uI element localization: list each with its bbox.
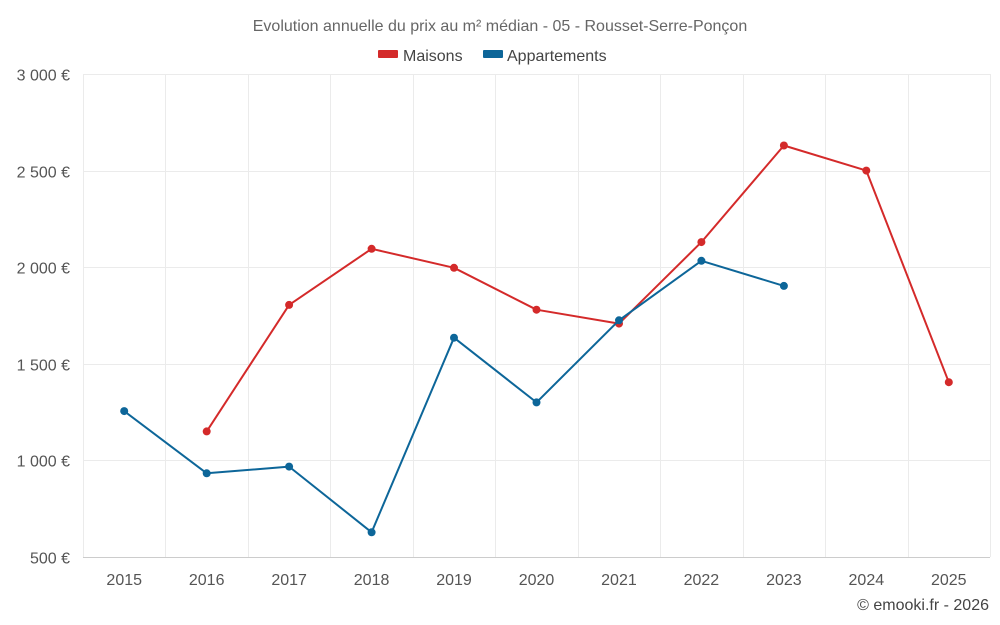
x-tick-label: 2016 — [189, 572, 225, 589]
y-axis-ticks: 500 € 1 000 € 1 500 € 2 000 € 2 500 € 3 000 € — [17, 68, 70, 568]
x-tick-label: 2022 — [684, 572, 720, 589]
x-tick-label: 2018 — [354, 572, 390, 589]
x-tick-label: 2015 — [106, 572, 142, 589]
data-point-maisons[interactable] — [450, 263, 458, 272]
data-point-appartements[interactable] — [532, 398, 541, 407]
series-line-appartements — [123, 259, 785, 534]
data-point-maisons[interactable] — [202, 427, 211, 436]
data-point-maisons[interactable] — [532, 305, 541, 314]
data-point-maisons[interactable] — [697, 238, 706, 247]
x-tick-label: 2021 — [601, 572, 637, 589]
legend-swatch-appartements[interactable] — [483, 50, 503, 58]
legend-label-appartements[interactable]: Appartements — [507, 48, 607, 65]
y-tick-label: 1 000 € — [17, 454, 70, 471]
data-point-appartements[interactable] — [615, 316, 623, 325]
grid — [83, 74, 991, 557]
legend: Maisons Appartements — [378, 48, 607, 65]
data-point-appartements[interactable] — [285, 462, 294, 471]
x-axis-ticks: 2015 2016 2017 2018 2019 2020 2021 2022 2023 2024… — [106, 572, 966, 589]
legend-swatch-maisons[interactable] — [378, 50, 398, 58]
y-tick-label: 2 500 € — [17, 165, 70, 182]
series-maisons — [202, 141, 953, 436]
x-tick-label: 2020 — [519, 572, 555, 589]
data-point-appartements[interactable] — [202, 469, 211, 478]
series-group — [120, 141, 953, 537]
data-point-maisons[interactable] — [285, 300, 294, 309]
x-tick-label: 2025 — [931, 572, 967, 589]
data-point-maisons[interactable] — [944, 378, 953, 387]
x-tick-label: 2024 — [849, 572, 885, 589]
data-point-appartements[interactable] — [450, 333, 458, 342]
copyright-credit: © emooki.fr - 2026 — [857, 597, 989, 614]
y-tick-label: 2 000 € — [17, 261, 70, 278]
y-tick-label: 3 000 € — [17, 68, 70, 85]
data-point-appartements[interactable] — [697, 256, 706, 265]
data-point-appartements[interactable] — [779, 281, 788, 290]
legend-label-maisons[interactable]: Maisons — [403, 48, 463, 65]
series-line-maisons — [205, 144, 950, 432]
y-tick-label: 500 € — [30, 551, 70, 568]
series-appartements — [120, 256, 788, 537]
data-point-maisons[interactable] — [779, 141, 788, 150]
chart-title: Evolution annuelle du prix au m² médian … — [253, 18, 747, 35]
data-point-maisons[interactable] — [367, 244, 376, 253]
data-point-appartements[interactable] — [120, 407, 129, 416]
x-tick-label: 2019 — [436, 572, 472, 589]
x-tick-label: 2023 — [766, 572, 802, 589]
y-tick-label: 1 500 € — [17, 358, 70, 375]
x-tick-label: 2017 — [271, 572, 307, 589]
data-point-appartements[interactable] — [367, 528, 376, 537]
data-point-maisons[interactable] — [862, 166, 871, 175]
